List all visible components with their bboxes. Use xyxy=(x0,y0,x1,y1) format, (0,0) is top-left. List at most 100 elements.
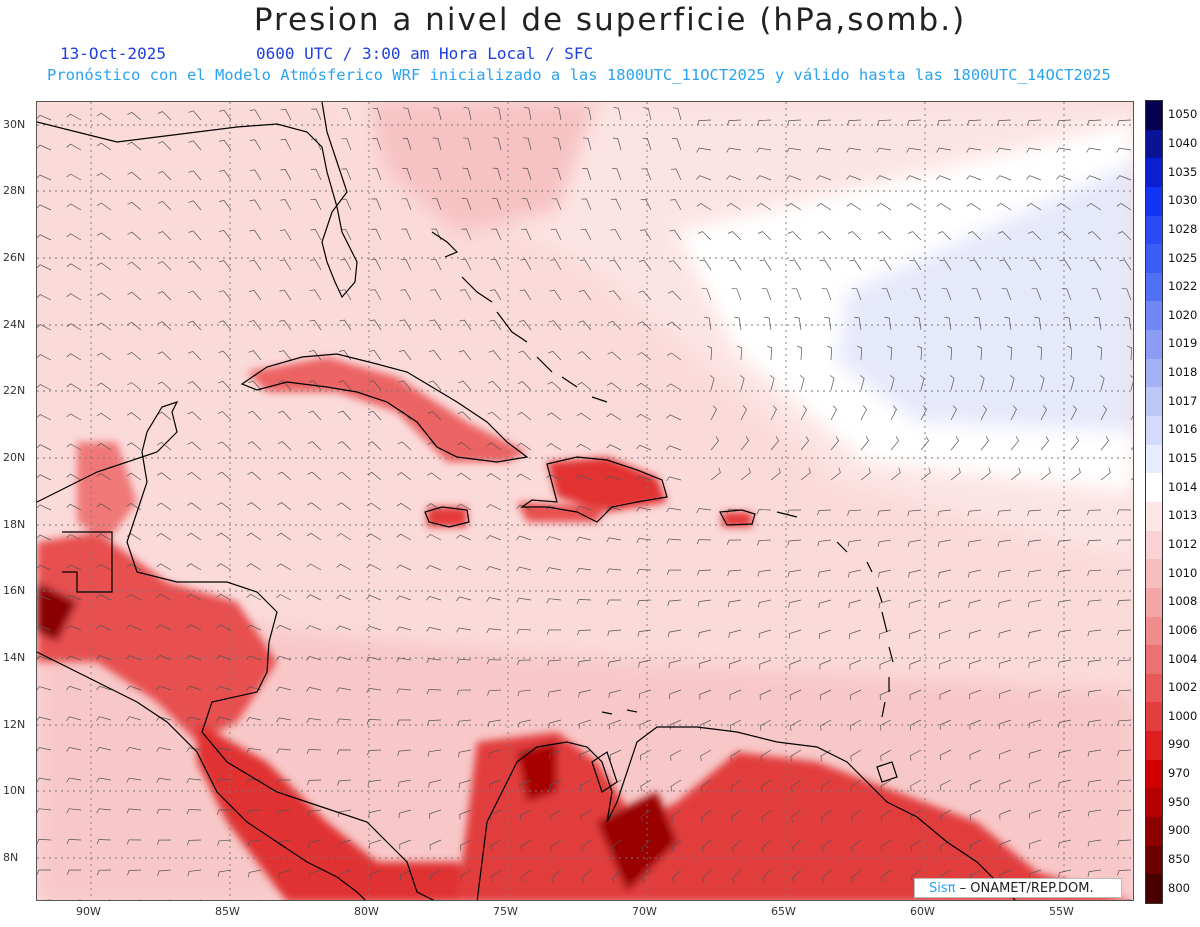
wind-barb xyxy=(187,441,202,451)
wind-barb xyxy=(669,229,682,241)
wind-barb xyxy=(1040,467,1051,481)
wind-barb xyxy=(276,532,292,541)
wind-barb xyxy=(458,350,472,361)
wind-barb xyxy=(1057,569,1072,577)
wind-barb xyxy=(457,411,472,421)
wind-barb xyxy=(306,655,322,661)
wind-barb xyxy=(66,293,82,301)
wind-barb xyxy=(1058,809,1072,818)
wind-barb xyxy=(758,599,772,608)
wind-barb xyxy=(576,567,592,573)
wind-barb xyxy=(577,351,592,361)
wind-barb xyxy=(399,319,412,331)
wind-barb xyxy=(66,113,82,121)
lon-label-90w: 90W xyxy=(76,905,101,918)
wind-barb xyxy=(577,629,592,636)
wind-barb xyxy=(1116,569,1132,576)
wind-barb xyxy=(1089,259,1102,271)
wind-barb xyxy=(399,839,412,850)
wind-barb xyxy=(341,138,352,151)
wind-barb xyxy=(246,593,262,601)
wind-barb xyxy=(800,436,810,451)
wind-barb xyxy=(764,316,772,331)
wind-barb xyxy=(399,869,412,881)
wind-barb xyxy=(96,232,112,241)
wind-barb xyxy=(457,441,472,451)
wind-barb xyxy=(876,202,892,211)
wind-barb xyxy=(66,777,82,783)
colorbar-label: 1008 xyxy=(1168,594,1198,609)
wind-barb xyxy=(999,749,1012,760)
wind-barb xyxy=(908,599,922,609)
wind-barb xyxy=(666,569,682,575)
wind-barb xyxy=(396,657,412,663)
colorbar-label: 1006 xyxy=(1168,622,1198,637)
wind-barb xyxy=(610,198,622,211)
wind-barb xyxy=(758,629,772,639)
wind-barb xyxy=(1117,599,1132,606)
wind-barb xyxy=(218,290,232,301)
wind-barb xyxy=(188,200,202,211)
wind-barb xyxy=(999,779,1012,790)
wind-barb xyxy=(246,655,262,661)
wind-barb xyxy=(969,779,982,790)
wind-barb xyxy=(66,443,82,451)
wind-barb xyxy=(66,413,82,421)
lat-label-16n: 16N xyxy=(3,584,26,597)
wind-barb xyxy=(156,808,172,814)
lon-label-80w: 80W xyxy=(354,905,379,918)
wind-barb xyxy=(611,168,622,181)
wind-barb xyxy=(188,230,202,241)
wind-barb xyxy=(816,202,832,211)
wind-barb xyxy=(884,316,892,331)
wind-barb xyxy=(549,289,562,301)
colorbar-segment xyxy=(1146,215,1162,245)
wind-barb xyxy=(998,599,1012,608)
wind-barb xyxy=(761,869,772,884)
wind-barb xyxy=(280,138,292,151)
wind-barb xyxy=(216,593,232,601)
wind-barb xyxy=(1087,539,1102,546)
wind-barb xyxy=(397,410,412,421)
wind-barb xyxy=(667,321,682,331)
wind-barb xyxy=(366,656,382,662)
wind-barb xyxy=(426,472,442,481)
colorbar-label: 1050 xyxy=(1168,107,1198,122)
wind-barb xyxy=(427,719,442,726)
wind-barb xyxy=(761,839,772,853)
wind-barb xyxy=(216,778,232,784)
wind-barb xyxy=(280,199,292,211)
wind-barb xyxy=(980,467,991,481)
wind-barb xyxy=(611,839,622,853)
wind-barb xyxy=(639,749,652,761)
wind-barb xyxy=(849,259,862,271)
wind-barb xyxy=(700,779,712,792)
wind-barb xyxy=(186,716,202,722)
wind-barb xyxy=(698,629,712,638)
wind-barb xyxy=(219,199,232,211)
wind-barb xyxy=(877,119,892,126)
wind-barb xyxy=(818,599,832,609)
wind-barb xyxy=(337,779,352,786)
wind-barb xyxy=(426,689,442,695)
wind-barb xyxy=(96,808,112,814)
wind-barb xyxy=(37,114,52,121)
wind-barb xyxy=(1036,345,1043,361)
wind-barb xyxy=(553,137,562,151)
wind-barb xyxy=(607,629,622,636)
lon-label-60w: 60W xyxy=(910,905,935,918)
wind-barb xyxy=(760,779,772,792)
wind-barb xyxy=(431,198,442,211)
wind-barb xyxy=(487,380,502,391)
wind-barb xyxy=(582,168,592,181)
wind-barb xyxy=(486,597,502,602)
wind-barb xyxy=(339,319,352,331)
wind-barb xyxy=(938,599,952,609)
wind-barb xyxy=(216,685,232,691)
panama-low xyxy=(197,722,505,900)
wind-barb xyxy=(308,380,322,391)
lon-label-75w: 75W xyxy=(493,905,518,918)
wind-barb xyxy=(699,259,712,271)
wind-barb xyxy=(636,475,652,481)
wind-barb xyxy=(787,569,802,577)
